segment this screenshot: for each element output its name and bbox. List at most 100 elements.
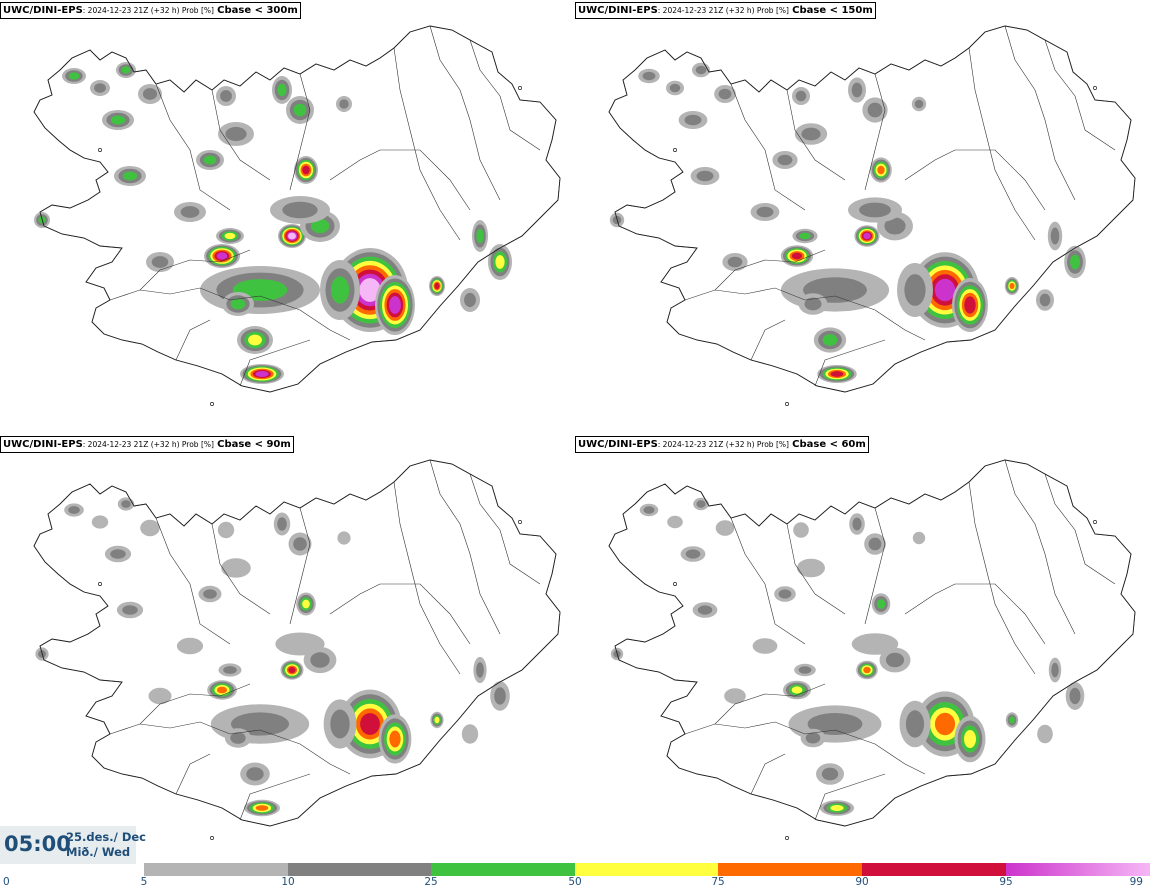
probability-contour: [934, 278, 956, 302]
map-boundary-line: [211, 89, 271, 181]
probability-contour: [1039, 293, 1051, 307]
probability-contour: [224, 232, 236, 240]
probability-contour: [461, 724, 479, 744]
map-boundary-line: [904, 583, 956, 615]
probability-contour: [359, 278, 381, 302]
probability-contour: [905, 710, 925, 738]
probability-colorbar: [144, 863, 1150, 876]
colorbar-tick-label: 10: [281, 876, 295, 888]
probability-contour: [799, 232, 811, 240]
probability-contour: [1069, 687, 1081, 705]
probability-contour: [718, 88, 732, 100]
map-boundary-line: [380, 149, 471, 211]
colorbar-bin: [575, 863, 718, 876]
probability-contour: [151, 256, 169, 268]
coastline-stroke: [608, 25, 1136, 393]
probability-contour: [389, 296, 401, 314]
probability-contour: [121, 500, 131, 508]
probability-contour: [216, 686, 228, 694]
probability-contour: [807, 713, 863, 735]
panel-title: UWC/DINI-EPS: 2024-12-23 21Z (+32 h) Pro…: [575, 436, 869, 453]
probability-contour: [248, 334, 262, 346]
probability-contour: [216, 252, 228, 260]
map-boundary-line: [469, 473, 541, 585]
coastline-stroke: [608, 459, 1136, 827]
map-boundary-line: [469, 39, 541, 151]
map-panel-cbase-60: UWC/DINI-EPS: 2024-12-23 21Z (+32 h) Pro…: [575, 434, 1150, 864]
valid-time-box: 05:00 25.des./ Dec Mið./ Wed: [0, 826, 146, 864]
map-boundary-line: [786, 89, 846, 181]
probability-contour: [337, 531, 351, 545]
probability-contour: [801, 127, 821, 141]
island: [518, 86, 522, 90]
probability-contour: [695, 65, 707, 75]
run-info: : 2024-12-23 21Z (+32 h) Prob [%]: [657, 440, 789, 449]
map-panel-cbase-150: UWC/DINI-EPS: 2024-12-23 21Z (+32 h) Pro…: [575, 0, 1150, 430]
probability-contour: [1009, 282, 1015, 290]
probability-contour: [863, 666, 871, 674]
probability-contour: [868, 537, 882, 551]
probability-contour: [140, 519, 160, 537]
probability-contour: [180, 206, 200, 218]
map-boundary-line: [175, 319, 211, 361]
probability-contour: [821, 767, 839, 781]
probability-contour: [778, 589, 792, 599]
probability-contour: [793, 522, 809, 538]
map-boundary-line: [864, 507, 886, 625]
probability-contour: [724, 688, 746, 704]
probability-contour: [756, 206, 774, 218]
probability-contour: [791, 252, 803, 260]
probability-contour: [904, 274, 926, 306]
colorbar-tick-label: 95: [999, 876, 1013, 888]
map-panel-cbase-300: UWC/DINI-EPS: 2024-12-23 21Z (+32 h) Pro…: [0, 0, 575, 430]
probability-contour: [912, 531, 926, 545]
probability-contour: [277, 83, 287, 97]
probability-contour: [110, 549, 126, 559]
probability-contour: [230, 732, 246, 744]
probability-contour: [795, 90, 807, 102]
probability-contour: [669, 83, 681, 93]
probability-contour: [464, 292, 476, 308]
map-boundary-line: [429, 25, 501, 201]
probability-contour: [225, 126, 247, 142]
map-boundary-line: [1004, 25, 1076, 201]
map-panel-cbase-90: UWC/DINI-EPS: 2024-12-23 21Z (+32 h) Pro…: [0, 434, 575, 864]
colorbar-tick-label: 90: [855, 876, 869, 888]
probability-contour: [851, 82, 863, 98]
probability-contour: [110, 115, 126, 125]
colorbar-tick-label: 75: [711, 876, 725, 888]
probability-contour: [851, 633, 899, 655]
map-boundary-line: [139, 249, 251, 291]
map-boundary-line: [109, 287, 351, 341]
variable-name: Cbase < 90m: [217, 439, 291, 450]
probability-contour: [203, 155, 217, 165]
probability-contour: [867, 102, 883, 118]
map-boundary-line: [814, 339, 886, 387]
probability-contour: [231, 712, 289, 736]
map-boundary-line: [109, 721, 351, 775]
coastline-stroke: [33, 459, 561, 827]
probability-contour: [804, 297, 822, 311]
map-boundary-line: [904, 149, 956, 181]
colorbar-tick-label: 5: [140, 876, 148, 888]
map-boundary-line: [730, 517, 806, 645]
variable-name: Cbase < 150m: [792, 5, 873, 16]
probability-contour: [94, 83, 106, 93]
map-boundary-line: [750, 753, 786, 795]
map-boundary-line: [814, 773, 886, 821]
island: [785, 836, 789, 840]
probability-contour: [122, 171, 138, 181]
map-boundary-line: [864, 73, 886, 191]
colorbar-tick-label: 25: [424, 876, 438, 888]
iceland-map: [608, 459, 1136, 840]
probability-contour: [1037, 724, 1053, 744]
probability-contour: [715, 520, 735, 536]
island: [518, 520, 522, 524]
probability-contour: [752, 638, 778, 654]
probability-contour: [288, 232, 296, 240]
probability-contour: [914, 99, 924, 109]
probability-contour: [934, 712, 956, 736]
map-boundary-line: [289, 507, 311, 625]
panel-title: UWC/DINI-EPS: 2024-12-23 21Z (+32 h) Pro…: [0, 436, 294, 453]
map-boundary-line: [1044, 39, 1116, 151]
